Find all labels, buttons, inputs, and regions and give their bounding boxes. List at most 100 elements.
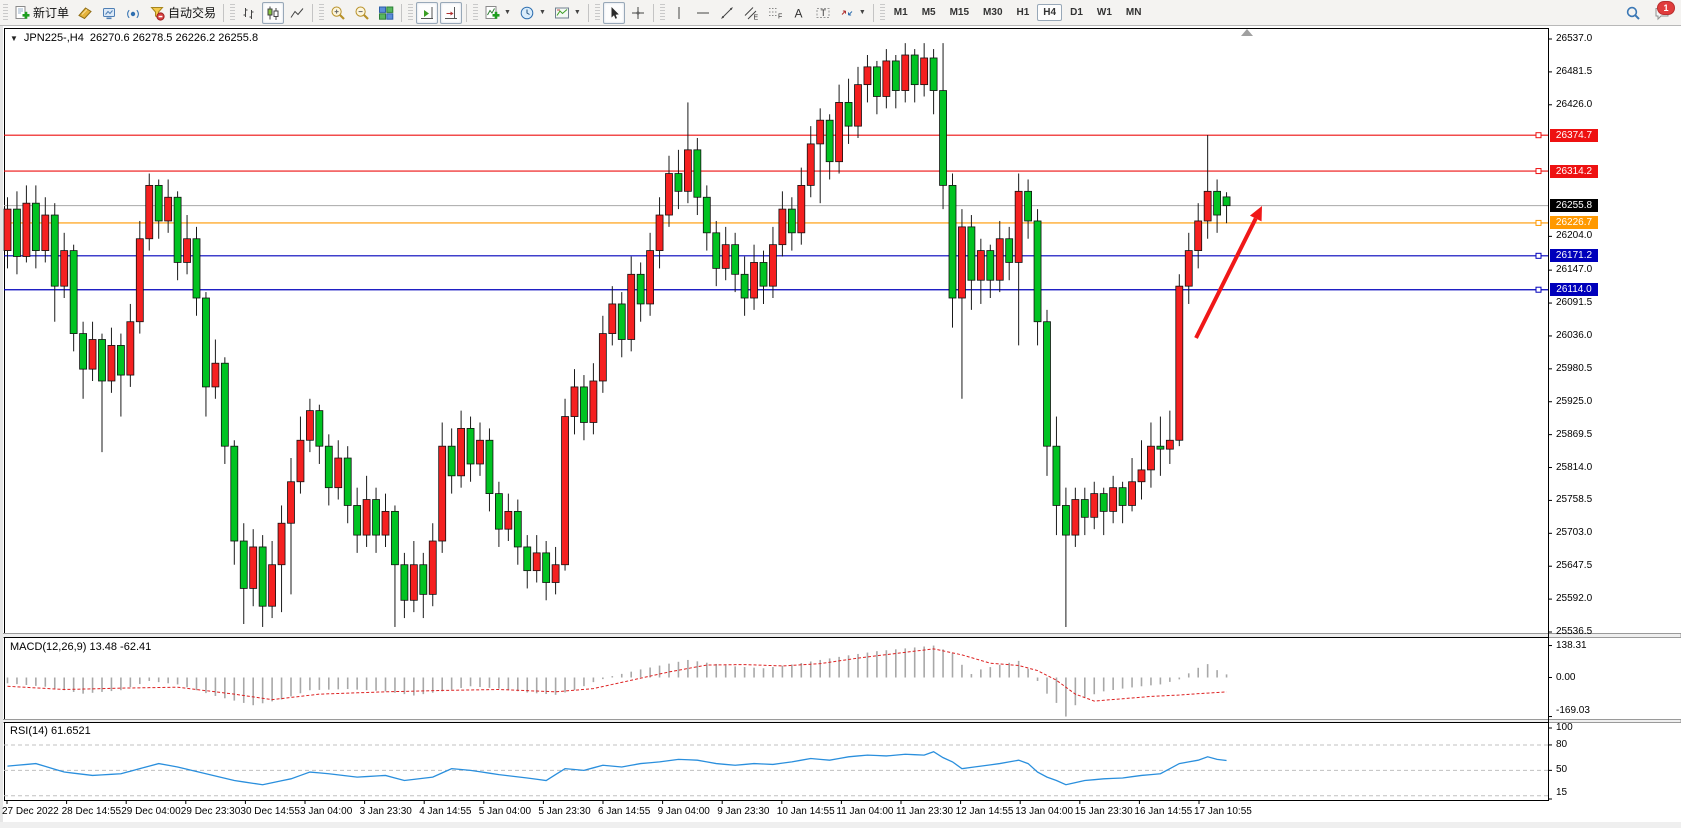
timeframe-m15-button[interactable]: M15 xyxy=(949,7,970,18)
chart-shift-marker[interactable] xyxy=(1241,29,1253,36)
autotrading-label: 自动交易 xyxy=(168,6,217,20)
candlestick-icon xyxy=(267,6,279,20)
timeframe-m5-button[interactable]: M5 xyxy=(921,7,936,18)
macd-pane[interactable] xyxy=(4,637,1549,720)
macd-histogram xyxy=(6,645,1228,717)
line-chart-icon xyxy=(290,7,304,18)
candlestick-chart-button[interactable] xyxy=(262,1,285,24)
toolbar-grip[interactable] xyxy=(230,3,236,22)
trendline-button[interactable] xyxy=(716,2,738,24)
auto-scroll-icon xyxy=(421,6,434,19)
svg-text:F: F xyxy=(778,13,782,20)
toolbar-separator xyxy=(652,3,654,22)
new-order-button[interactable]: 新订单 xyxy=(11,2,72,24)
indicators-button[interactable]: ▼ xyxy=(481,2,514,24)
macd-signal-line xyxy=(7,648,1227,702)
equidistant-channel-button[interactable]: E xyxy=(740,2,762,24)
hline-handle[interactable] xyxy=(1535,286,1542,293)
toolbar-separator xyxy=(223,3,225,22)
periods-button[interactable]: ▼ xyxy=(516,2,549,24)
signals-icon xyxy=(127,9,139,18)
svg-text:T: T xyxy=(820,8,826,18)
virtual-hosting-button[interactable] xyxy=(98,2,120,24)
pane-separator[interactable] xyxy=(0,633,1681,638)
bar-chart-button[interactable] xyxy=(238,2,260,24)
search-icon xyxy=(1626,6,1640,20)
zoom-out-button[interactable] xyxy=(351,2,373,24)
hline-handle[interactable] xyxy=(1535,132,1542,139)
notifications-button[interactable]: 1 xyxy=(1651,0,1675,24)
zoom-in-icon xyxy=(331,6,345,20)
timeframe-w1-button[interactable]: W1 xyxy=(1096,7,1112,18)
svg-text:E: E xyxy=(753,14,758,21)
toolbar-separator xyxy=(466,3,468,22)
dropdown-arrow-icon[interactable]: ▼ xyxy=(538,9,546,16)
timeframe-h4-button[interactable]: H4 xyxy=(1037,4,1063,21)
dropdown-arrow-icon[interactable]: ▼ xyxy=(573,9,581,16)
arrows-button[interactable]: ▼ xyxy=(836,2,869,24)
timeframe-m30-button[interactable]: M30 xyxy=(983,7,1003,18)
hosting-icon xyxy=(103,7,116,19)
signals-button[interactable] xyxy=(122,2,144,24)
zoom-out-icon xyxy=(355,6,369,20)
toolbar-grip[interactable] xyxy=(659,3,665,22)
timeframe-h1-button[interactable]: H1 xyxy=(1016,7,1030,18)
line-chart-button[interactable] xyxy=(286,2,308,24)
crosshair-button[interactable] xyxy=(627,2,649,24)
hline-icon xyxy=(696,12,709,13)
toolbar-grip[interactable] xyxy=(879,3,885,22)
toolbar-grip[interactable] xyxy=(473,3,479,22)
trend-arrow-annotation[interactable] xyxy=(1194,206,1262,339)
chart-shift-icon xyxy=(445,6,458,19)
text-button[interactable]: A xyxy=(788,2,810,24)
horizontal-lines[interactable] xyxy=(4,132,1548,293)
templates-button[interactable]: ▼ xyxy=(551,2,584,24)
vertical-line-button[interactable] xyxy=(668,2,690,24)
rsi-pane[interactable] xyxy=(4,722,1549,801)
toolbar-grip[interactable] xyxy=(594,3,600,22)
template-icon xyxy=(554,7,569,18)
indicators-icon xyxy=(485,5,500,19)
new-order-icon xyxy=(15,5,30,19)
window-left-edge xyxy=(0,26,3,822)
auto-scroll-button[interactable] xyxy=(416,1,439,24)
text-icon: A xyxy=(794,6,802,20)
timeframe-mn-button[interactable]: MN xyxy=(1125,7,1142,18)
chart-shift-button[interactable] xyxy=(440,1,463,24)
fibonacci-button[interactable]: F xyxy=(764,2,786,24)
main-pane[interactable] xyxy=(4,28,1549,634)
toolbar-grip[interactable] xyxy=(3,3,8,22)
toolbar-separator xyxy=(587,3,589,22)
autotrading-icon xyxy=(150,6,165,21)
timeframe-d1-button[interactable]: D1 xyxy=(1070,7,1083,18)
hline-handle[interactable] xyxy=(1535,168,1542,175)
axis-ticks xyxy=(6,38,1552,804)
search-button[interactable] xyxy=(1622,2,1644,24)
depth-of-market-button[interactable] xyxy=(74,2,96,24)
autotrading-button[interactable]: 自动交易 xyxy=(146,2,219,24)
toolbar-separator xyxy=(312,3,314,22)
toolbar-grip[interactable] xyxy=(408,3,414,22)
tile-windows-button[interactable] xyxy=(375,2,397,24)
gold-book-icon xyxy=(78,6,92,19)
horizontal-line-button[interactable] xyxy=(692,2,714,24)
dropdown-arrow-icon[interactable]: ▼ xyxy=(504,9,511,16)
dropdown-arrow-icon[interactable]: ▼ xyxy=(858,9,866,16)
zoom-in-button[interactable] xyxy=(327,2,349,24)
channel-icon: E xyxy=(744,6,758,21)
window-bottom-strip xyxy=(0,822,1681,828)
timeframe-m1-button[interactable]: M1 xyxy=(893,7,908,18)
clock-icon xyxy=(520,6,534,19)
toolbar-grip[interactable] xyxy=(319,3,325,22)
trendline-icon xyxy=(720,6,733,19)
svg-text:A: A xyxy=(794,6,802,20)
cursor-button[interactable] xyxy=(602,1,625,24)
tile-windows-icon xyxy=(379,6,394,20)
hline-handle[interactable] xyxy=(1535,252,1542,259)
hline-handle[interactable] xyxy=(1535,219,1542,226)
fibonacci-icon: F xyxy=(768,7,782,20)
text-label-button[interactable]: T xyxy=(812,2,834,24)
